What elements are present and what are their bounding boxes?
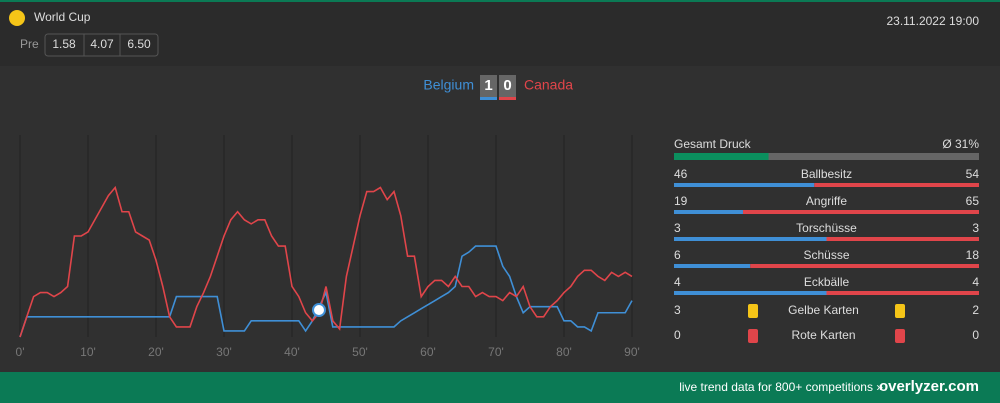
stat-bar-home <box>674 291 827 295</box>
x-tick-label: 30' <box>216 345 232 359</box>
stat-away: 65 <box>966 194 980 208</box>
x-tick-label: 20' <box>148 345 164 359</box>
card-icon <box>748 304 758 318</box>
goal-icon <box>312 303 326 317</box>
trend-chart: 0' 10' 20' 30' 40' 50' 60' 70' 80' 90' <box>16 135 640 359</box>
card-away: 2 <box>972 303 979 317</box>
score-box <box>499 75 516 97</box>
datetime: 23.11.2022 19:00 <box>886 14 979 28</box>
stat-home: 19 <box>674 194 688 208</box>
score-box <box>480 75 497 97</box>
stat-home: 4 <box>674 275 681 289</box>
pressure-bar <box>674 153 769 160</box>
stat-home: 46 <box>674 167 688 181</box>
stat-bar-home <box>674 264 751 268</box>
odds: 1.58 <box>52 37 76 51</box>
pressure-value: Ø 31% <box>942 137 979 151</box>
home-team: Belgium <box>423 77 474 93</box>
stat-bar-away <box>742 210 979 214</box>
away-goals: 0 <box>503 77 511 94</box>
card-home: 0 <box>674 328 681 342</box>
stat-away: 4 <box>972 275 979 289</box>
x-tick-label: 40' <box>284 345 300 359</box>
brand: overlyzer.com <box>879 378 979 395</box>
stat-bar-away <box>750 264 979 268</box>
card-icon <box>895 329 905 343</box>
stat-bar-away <box>814 183 979 187</box>
odds: 6.50 <box>127 37 151 51</box>
stat-away: 3 <box>972 221 979 235</box>
pressure-label: Gesamt Druck <box>674 137 752 151</box>
stat-home: 3 <box>674 221 681 235</box>
stat-home: 6 <box>674 248 681 262</box>
x-tick-label: 0' <box>16 345 25 359</box>
stat-bar-away <box>826 237 979 241</box>
odds-box <box>44 33 159 57</box>
trend-line <box>19 185 633 338</box>
stat-bar-home <box>674 210 743 214</box>
x-tick-label: 10' <box>80 345 96 359</box>
stat-label: Angriffe <box>806 194 847 208</box>
footer-text: live trend data for 800+ competitions » <box>679 380 883 394</box>
stat-label: Eckbälle <box>804 275 850 289</box>
competition: World Cup <box>34 10 91 24</box>
pressure-track <box>674 153 979 160</box>
header <box>0 2 1000 66</box>
stat-label: Ballbesitz <box>801 167 852 181</box>
stat-bar-home <box>674 183 815 187</box>
stat-label: Torschüsse <box>796 221 857 235</box>
x-tick-label: 80' <box>556 345 572 359</box>
stat-bar-home <box>674 237 827 241</box>
score-underline <box>480 97 497 100</box>
stat-away: 18 <box>966 248 980 262</box>
footer <box>0 372 1000 403</box>
card-icon <box>895 304 905 318</box>
odds: 4.07 <box>90 37 114 51</box>
league-icon <box>9 10 25 26</box>
card-away: 0 <box>972 328 979 342</box>
x-tick-label: 70' <box>488 345 504 359</box>
away-team: Canada <box>524 77 573 93</box>
pre-label: Pre <box>20 37 39 51</box>
x-tick-label: 90' <box>624 345 640 359</box>
card-label: Rote Karten <box>791 328 855 342</box>
card-label: Gelbe Karten <box>788 303 859 317</box>
card-home: 3 <box>674 303 681 317</box>
home-goals: 1 <box>484 77 492 94</box>
stat-bar-away <box>826 291 979 295</box>
x-tick-label: 60' <box>420 345 436 359</box>
card-icon <box>748 329 758 343</box>
stat-label: Schüsse <box>803 248 849 262</box>
x-tick-label: 50' <box>352 345 368 359</box>
stat-away: 54 <box>966 167 980 181</box>
score-underline <box>499 97 516 100</box>
top-border <box>0 0 1000 2</box>
